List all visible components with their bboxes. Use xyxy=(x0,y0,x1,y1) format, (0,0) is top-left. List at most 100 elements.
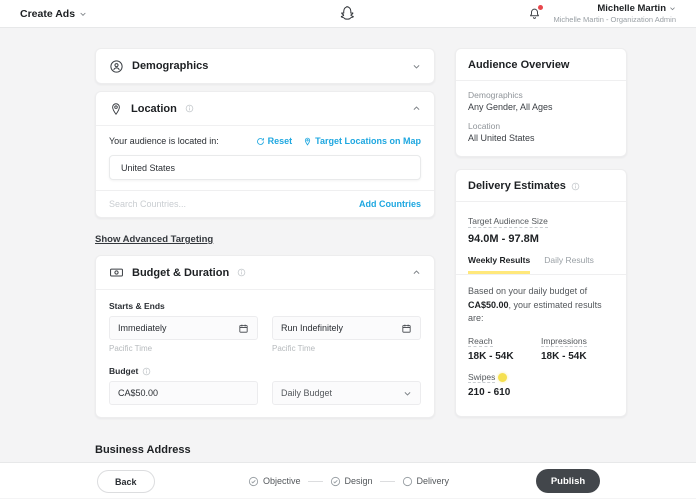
chevron-down-icon xyxy=(412,62,421,71)
estimate-description-prefix: Based on your daily budget of xyxy=(468,286,587,296)
step-objective-label: Objective xyxy=(263,476,301,486)
selected-country-label: United States xyxy=(121,163,175,173)
calendar-icon xyxy=(238,323,249,334)
location-card: Location Your audience is located in: Re… xyxy=(95,91,435,218)
search-countries-input[interactable] xyxy=(109,199,359,209)
reset-button[interactable]: Reset xyxy=(256,136,293,146)
notification-dot xyxy=(538,5,543,10)
start-date-field[interactable] xyxy=(109,316,258,340)
target-locations-label: Target Locations on Map xyxy=(315,136,421,146)
results-tabs: Weekly Results Daily Results xyxy=(456,255,626,275)
step-delivery-label: Delivery xyxy=(417,476,450,486)
demographics-card: Demographics xyxy=(95,48,435,84)
chevron-up-icon xyxy=(412,268,421,277)
bottom-bar: Back Objective Design Delivery Publish xyxy=(0,462,696,498)
step-indicator: Objective Design Delivery xyxy=(248,463,449,499)
swipes-label: Swipes xyxy=(468,372,495,383)
end-date-field[interactable] xyxy=(272,316,421,340)
info-icon[interactable] xyxy=(571,182,580,191)
user-role: Michelle Martin - Organization Admin xyxy=(553,15,676,24)
swipes-metric: Swipes 210 - 610 xyxy=(468,372,541,398)
audience-located-label: Your audience is located in: xyxy=(109,136,219,146)
impressions-value: 18K - 54K xyxy=(541,351,614,362)
reset-icon xyxy=(256,137,265,146)
chevron-up-icon xyxy=(412,104,421,113)
step-divider xyxy=(380,481,395,482)
reach-label: Reach xyxy=(468,336,493,347)
tab-daily-results[interactable]: Daily Results xyxy=(544,255,594,274)
summary-column: Audience Overview Demographics Any Gende… xyxy=(455,48,627,429)
snapchat-ghost-logo-icon[interactable] xyxy=(340,5,357,22)
user-menu[interactable]: Michelle Martin Michelle Martin - Organi… xyxy=(553,3,676,23)
target-audience-size-value: 94.0M - 97.8M xyxy=(468,233,614,245)
info-icon[interactable] xyxy=(237,268,246,277)
budget-amount-field[interactable] xyxy=(109,381,258,405)
impressions-label: Impressions xyxy=(541,336,587,347)
start-timezone-note: Pacific Time xyxy=(109,344,258,353)
chevron-down-icon xyxy=(79,10,87,18)
reset-label: Reset xyxy=(268,136,293,146)
map-pin-icon xyxy=(303,137,312,146)
target-audience-size-label: Target Audience Size xyxy=(468,216,548,228)
budget-accordion-toggle[interactable]: Budget & Duration xyxy=(96,256,434,290)
banknote-icon xyxy=(109,265,124,280)
budget-type-value: Daily Budget xyxy=(281,388,332,398)
check-circle-icon xyxy=(330,476,341,487)
budget-label: Budget xyxy=(109,366,138,376)
overview-location-label: Location xyxy=(468,121,614,131)
empty-circle-icon xyxy=(402,476,413,487)
chevron-down-icon xyxy=(669,5,676,12)
end-date-input[interactable] xyxy=(281,323,395,333)
starts-ends-label: Starts & Ends xyxy=(109,301,165,311)
chevron-down-icon xyxy=(403,389,412,398)
selected-country-item[interactable]: United States xyxy=(109,155,421,180)
location-pin-icon xyxy=(109,102,123,116)
business-address-heading: Business Address xyxy=(95,444,435,456)
step-design-label: Design xyxy=(345,476,373,486)
estimate-description-budget: CA$50.00 xyxy=(468,300,509,310)
location-accordion-toggle[interactable]: Location xyxy=(96,92,434,126)
step-design[interactable]: Design xyxy=(330,476,373,487)
impressions-metric: Impressions 18K - 54K xyxy=(541,336,614,362)
estimate-description: Based on your daily budget of CA$50.00, … xyxy=(468,285,614,326)
overview-location-value: All United States xyxy=(468,133,614,143)
step-delivery[interactable]: Delivery xyxy=(402,476,450,487)
budget-type-select[interactable]: Daily Budget xyxy=(272,381,421,405)
create-ads-label: Create Ads xyxy=(20,8,75,20)
location-title: Location xyxy=(131,103,177,115)
main-column: Demographics Location Your audienc xyxy=(95,48,435,456)
calendar-icon xyxy=(401,323,412,334)
start-date-input[interactable] xyxy=(118,323,232,333)
step-objective[interactable]: Objective xyxy=(248,476,301,487)
end-timezone-note: Pacific Time xyxy=(272,344,421,353)
goal-badge-icon xyxy=(498,373,507,382)
add-countries-button[interactable]: Add Countries xyxy=(359,199,421,209)
budget-amount-input[interactable] xyxy=(118,388,249,398)
step-divider xyxy=(308,481,323,482)
info-icon[interactable] xyxy=(142,367,151,376)
swipes-value: 210 - 610 xyxy=(468,387,541,398)
audience-overview-title: Audience Overview xyxy=(468,59,570,71)
overview-demographics-value: Any Gender, All Ages xyxy=(468,102,614,112)
reach-metric: Reach 18K - 54K xyxy=(468,336,541,362)
notifications-button[interactable] xyxy=(528,7,541,20)
show-advanced-targeting-link[interactable]: Show Advanced Targeting xyxy=(95,234,213,245)
top-bar: Create Ads Michelle Martin xyxy=(0,0,696,28)
budget-duration-title: Budget & Duration xyxy=(132,267,229,279)
publish-button[interactable]: Publish xyxy=(536,469,600,493)
target-locations-on-map-button[interactable]: Target Locations on Map xyxy=(303,136,421,146)
back-button[interactable]: Back xyxy=(97,470,155,493)
demographics-accordion-toggle[interactable]: Demographics xyxy=(96,49,434,83)
person-icon xyxy=(109,59,124,74)
demographics-title: Demographics xyxy=(132,60,208,72)
audience-overview-card: Audience Overview Demographics Any Gende… xyxy=(455,48,627,157)
create-ads-menu[interactable]: Create Ads xyxy=(20,8,87,20)
info-icon[interactable] xyxy=(185,104,194,113)
user-name: Michelle Martin xyxy=(597,3,666,14)
budget-duration-card: Budget & Duration Starts & Ends xyxy=(95,255,435,418)
check-circle-icon xyxy=(248,476,259,487)
overview-demographics-label: Demographics xyxy=(468,90,614,100)
tab-weekly-results[interactable]: Weekly Results xyxy=(468,255,530,274)
delivery-estimates-card: Delivery Estimates Target Audience Size … xyxy=(455,169,627,417)
delivery-estimates-title: Delivery Estimates xyxy=(468,180,566,192)
